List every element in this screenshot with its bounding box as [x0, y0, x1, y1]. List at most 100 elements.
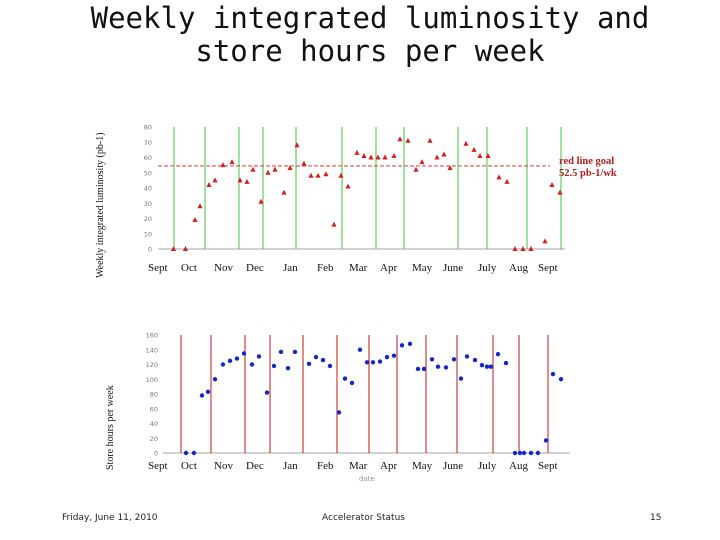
luminosity-data-point: [391, 152, 397, 158]
luminosity-data-point: [294, 142, 300, 148]
luminosity-data-point: [308, 172, 314, 178]
store-hours-data-point: [488, 364, 494, 369]
store-hours-data-point: [191, 450, 197, 456]
luminosity-data-point: [301, 160, 307, 166]
store-hours-month-label: Jan: [283, 460, 298, 472]
store-hours-data-point: [543, 438, 549, 443]
store-hours-month-label: Nov: [214, 460, 233, 472]
luminosity-data-point: [331, 221, 337, 227]
goal-annotation-line1: red line goal: [559, 156, 615, 167]
page-number: 15: [650, 513, 662, 523]
luminosity-data-point: [557, 189, 563, 195]
luminosity-data-point: [441, 151, 447, 157]
store-hours-data-point: [227, 358, 233, 364]
store-hours-data-point: [241, 351, 247, 356]
luminosity-data-point: [382, 154, 388, 160]
luminosity-data-point: [281, 189, 287, 195]
store-hours-data-point: [349, 380, 355, 386]
store-hours-month-label: May: [412, 460, 433, 472]
store-hours-data-point: [415, 366, 421, 372]
store-hours-data-point: [357, 347, 363, 352]
store-hours-data-point: [256, 354, 262, 359]
store-hours-data-point: [458, 376, 464, 381]
luminosity-data-point: [419, 159, 425, 165]
luminosity-month-label: May: [412, 262, 433, 274]
luminosity-y-tick-label: 10: [144, 230, 152, 238]
luminosity-data-point: [265, 169, 271, 175]
store-hours-data-point: [199, 393, 205, 398]
luminosity-month-label: Oct: [181, 262, 197, 274]
luminosity-y-tick-label: 0: [148, 246, 152, 254]
store-hours-y-tick-label: 160: [146, 332, 158, 340]
store-hours-month-label: June: [443, 460, 464, 472]
luminosity-month-label: Nov: [214, 262, 233, 274]
luminosity-data-point: [368, 154, 374, 160]
luminosity-data-point: [542, 238, 548, 244]
luminosity-data-point: [447, 165, 453, 171]
store-hours-data-point: [558, 377, 564, 382]
luminosity-data-point: [434, 154, 440, 160]
store-hours-data-point: [278, 349, 284, 355]
luminosity-data-point: [212, 177, 218, 183]
store-hours-month-label: Mar: [349, 460, 368, 472]
luminosity-y-tick-label: 80: [144, 124, 152, 132]
store-hours-data-point: [429, 357, 435, 362]
x-axis-label: date: [359, 475, 375, 483]
store-hours-data-point: [472, 357, 478, 363]
luminosity-data-point: [477, 152, 483, 158]
luminosity-y-tick-label: 70: [144, 139, 152, 147]
store-hours-month-label: Dec: [246, 460, 264, 472]
store-hours-data-point: [479, 363, 485, 368]
luminosity-month-label: Sept: [538, 262, 558, 274]
store-hours-y-tick-label: 0: [154, 450, 158, 458]
luminosity-month-label: July: [478, 262, 497, 274]
store-hours-data-point: [285, 365, 291, 371]
luminosity-data-point: [549, 181, 555, 187]
luminosity-data-point: [229, 159, 235, 165]
luminosity-y-tick-label: 60: [144, 154, 152, 162]
store-hours-month-label: Oct: [181, 460, 197, 472]
luminosity-data-point: [471, 146, 477, 152]
luminosity-data-point: [192, 217, 198, 223]
store-hours-data-point: [517, 450, 523, 456]
store-hours-data-point: [407, 341, 413, 347]
store-hours-month-label: Aug: [509, 460, 528, 472]
luminosity-month-label: Mar: [349, 262, 368, 274]
store-hours-data-point: [364, 360, 370, 365]
store-hours-data-point: [183, 450, 189, 456]
luminosity-data-point: [361, 152, 367, 158]
store-hours-data-point: [464, 354, 470, 359]
luminosity-data-point: [315, 172, 321, 178]
luminosity-data-point: [182, 246, 189, 251]
slide-title: Weekly integrated luminosity and store h…: [90, 1, 650, 68]
store-hours-data-point: [292, 349, 298, 355]
store-hours-data-point: [391, 353, 397, 358]
store-hours-month-label: Feb: [317, 460, 334, 472]
luminosity-data-point: [323, 171, 329, 177]
store-hours-month-label: Sept: [148, 460, 168, 472]
luminosity-data-point: [287, 165, 293, 171]
store-hours-data-point: [370, 360, 376, 365]
luminosity-data-point: [427, 137, 433, 143]
luminosity-y-tick-label: 40: [144, 185, 152, 193]
luminosity-data-point: [170, 246, 177, 251]
store-hours-data-point: [313, 354, 319, 360]
store-hours-data-point: [249, 362, 255, 367]
store-hours-y-tick-label: 120: [146, 361, 158, 369]
luminosity-data-point: [237, 177, 243, 183]
luminosity-data-point: [206, 181, 212, 187]
luminosity-data-point: [244, 178, 250, 184]
store-hours-data-point: [495, 351, 501, 357]
footer-title: Accelerator Status: [322, 513, 405, 523]
store-hours-data-point: [212, 377, 218, 382]
store-hours-data-point: [327, 363, 333, 369]
store-hours-y-tick-label: 20: [150, 435, 158, 443]
luminosity-y-tick-label: 30: [144, 200, 152, 208]
store-hours-month-label: July: [478, 460, 497, 472]
store-hours-y-tick-label: 60: [150, 405, 158, 413]
luminosity-y-tick-label: 50: [144, 169, 152, 177]
luminosity-data-point: [354, 149, 360, 155]
store-hours-data-point: [528, 450, 534, 456]
store-hours-data-point: [399, 343, 405, 348]
